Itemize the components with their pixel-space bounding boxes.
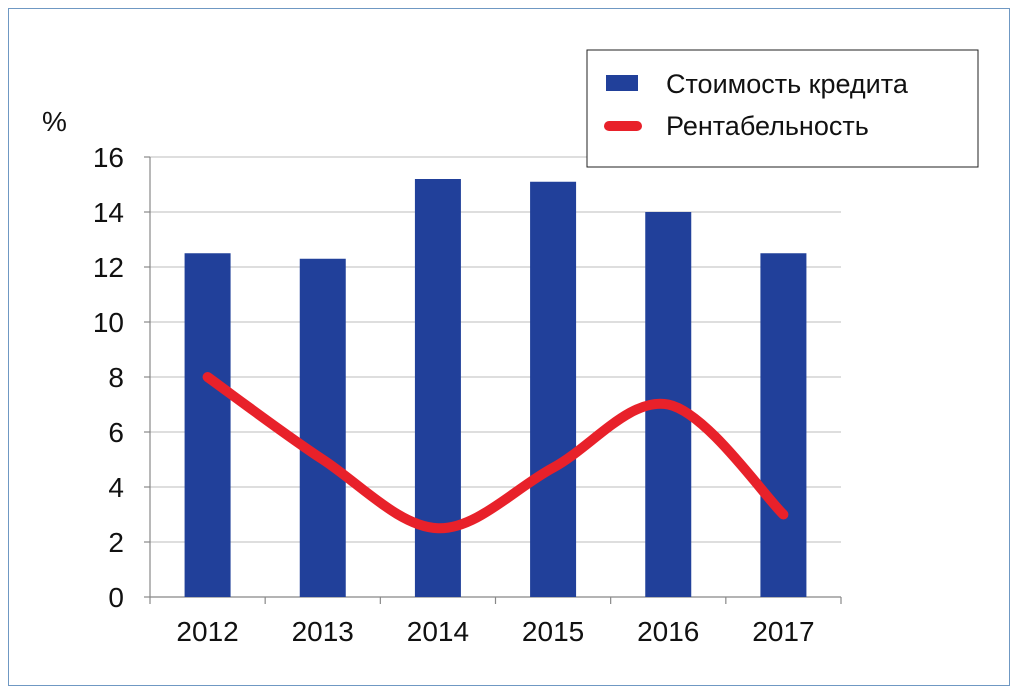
y-tick-label: 6 [108,417,124,448]
y-tick-labels: 0 2 4 6 8 10 12 14 16 [93,142,124,613]
legend-label-line: Рентабельность [666,111,869,141]
bar-series [184,179,807,597]
x-tick-label: 2012 [176,616,238,647]
x-tick-label: 2015 [522,616,584,647]
bar-2014 [414,179,461,597]
axes [144,156,842,604]
line-series [202,372,789,534]
x-tick-label: 2013 [292,616,354,647]
y-tick-label: 4 [108,472,124,503]
bar-2013 [299,258,346,597]
x-tick-label: 2016 [637,616,699,647]
bar-2012 [184,253,231,597]
y-tick-label: 2 [108,527,124,558]
legend: Стоимость кредита Рентабельность [586,49,979,168]
x-tick-labels: 2012 2013 2014 2015 2016 2017 [176,616,814,647]
bar-2017 [760,253,807,597]
y-tick-label: 14 [93,197,124,228]
y-tick-label: 10 [93,307,124,338]
bar-2015 [530,181,577,597]
legend-box [586,49,979,168]
y-tick-label: 0 [108,582,124,613]
legend-label-bar: Стоимость кредита [666,69,909,99]
y-tick-label: 8 [108,362,124,393]
x-tick-label: 2017 [752,616,814,647]
y-axis-unit-label: % [42,106,67,137]
y-tick-label: 12 [93,252,124,283]
y-tick-label: 16 [93,142,124,173]
gridlines [150,156,841,543]
legend-swatch-bar [606,75,638,91]
x-tick-label: 2014 [407,616,469,647]
line-rentabelnost [202,372,789,534]
